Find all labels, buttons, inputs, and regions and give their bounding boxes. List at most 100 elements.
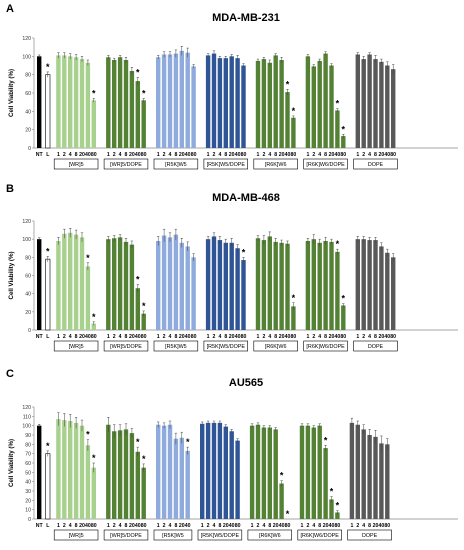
y-tick-label: 60 [25,274,31,280]
group-label-box [303,340,348,352]
bar [317,242,322,330]
bar [229,431,234,519]
bar [305,425,311,519]
group-label-box [53,340,99,352]
bar [373,59,378,149]
x-tick-label: 40 [135,152,141,158]
significance-star: * [92,89,96,99]
bar [117,57,123,148]
x-tick-label: 8 [274,152,277,158]
bar [279,242,284,330]
x-tick-label: 80 [291,152,297,158]
x-tick-label: 8 [374,152,377,158]
group-label-box [203,158,248,170]
group-label: [WR]5/DOPE [110,162,142,168]
x-tick-label: 1 [157,523,160,529]
x-tick-label: 20 [279,152,285,158]
bar [79,237,85,330]
group-label-box [203,340,248,352]
bar [45,453,51,520]
significance-star: * [336,99,340,109]
significance-star: * [280,471,284,481]
x-tick-label: 4 [362,523,365,529]
bar [106,239,111,330]
y-tick-label: 40 [25,292,31,298]
bar [255,238,261,330]
bar [261,427,267,519]
bar [68,232,73,330]
x-tick-label: 80 [291,334,297,340]
bar [311,427,316,519]
bar [211,53,217,149]
bar [156,240,161,330]
bar [179,50,184,149]
x-tick-label: 20 [179,523,185,529]
bar [62,233,67,330]
significance-star: * [46,441,50,451]
x-tick-label: 20 [129,334,135,340]
x-tick-label: 20 [129,152,135,158]
group-label: [WR]5/DOPE [110,533,142,539]
bar [223,426,228,519]
x-tick-label: 2 [262,334,265,340]
bar [62,55,67,148]
x-tick-label: 4 [169,523,172,529]
x-tick-label: 8 [224,334,227,340]
group-label-box [153,529,193,541]
x-tick-label: 20 [373,523,379,529]
y-tick-label: 110 [23,414,31,420]
bar [367,240,372,330]
x-tick-label: NT [36,152,44,158]
x-tick-label: 1 [356,334,359,340]
bar [285,243,290,330]
x-tick-label: 4 [268,152,271,158]
x-tick-label: 20 [279,334,285,340]
bar [112,60,117,148]
group-label-box [103,340,149,352]
chart-title: AU565 [229,377,263,389]
y-tick-label: 60 [25,461,31,467]
bar [385,65,390,148]
bar [355,54,360,148]
x-tick-label: L [46,523,50,529]
x-tick-label: 8 [374,334,377,340]
bar [373,240,378,330]
bar [261,59,267,149]
x-tick-label: 1 [201,523,204,529]
x-tick-label: 80 [91,152,97,158]
x-tick-label: 20 [79,523,85,529]
bar [91,323,96,330]
x-tick-label: 40 [285,152,291,158]
x-tick-label: 1 [107,334,110,340]
x-tick-label: 1 [301,523,304,529]
bar [285,92,290,148]
bar [173,234,179,330]
bar [235,440,240,519]
x-tick-label: 2 [362,334,365,340]
x-tick-label: 4 [312,523,315,529]
x-tick-label: 40 [85,152,91,158]
bar [185,246,190,330]
bar [235,58,240,148]
bar [173,53,179,149]
x-tick-label: 20 [379,152,385,158]
x-tick-label: 4 [213,523,216,529]
group-label-box [53,158,99,170]
group-label: DOPE [368,162,384,168]
significance-star: * [142,454,146,464]
chart-title: MDA-MB-468 [212,192,280,204]
y-tick-label: 80 [25,255,31,261]
x-tick-label: 4 [218,334,221,340]
y-axis-label: Cell Viability (%) [8,251,15,299]
x-tick-label: 40 [384,334,390,340]
x-tick-label: 8 [174,334,177,340]
y-tick-label: 120 [22,405,31,411]
bar [241,65,246,148]
x-tick-label: 2 [356,523,359,529]
bar [355,239,360,330]
bar [291,117,296,148]
group-label: [R5K]W5/DOPE [207,344,246,350]
group-label-box [53,529,99,541]
group-label-box [103,529,149,541]
significance-star: * [336,239,340,249]
